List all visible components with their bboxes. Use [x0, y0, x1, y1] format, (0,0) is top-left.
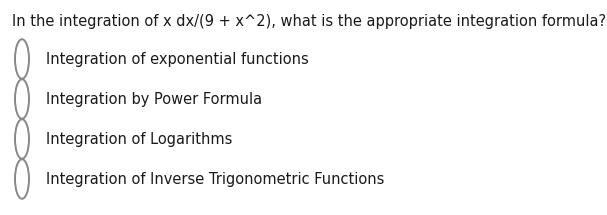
Text: In the integration of x dx/(9 + x^2), what is the appropriate integration formul: In the integration of x dx/(9 + x^2), wh… — [12, 14, 606, 29]
Text: Integration of exponential functions: Integration of exponential functions — [46, 52, 309, 67]
Text: Integration by Power Formula: Integration by Power Formula — [46, 92, 262, 107]
Text: In the integration of x dx/(9 + x^2), what is the appropriate integration formul: In the integration of x dx/(9 + x^2), wh… — [12, 14, 606, 29]
Text: Integration of Inverse Trigonometric Functions: Integration of Inverse Trigonometric Fun… — [46, 172, 384, 187]
Text: Integration of Logarithms: Integration of Logarithms — [46, 132, 232, 147]
